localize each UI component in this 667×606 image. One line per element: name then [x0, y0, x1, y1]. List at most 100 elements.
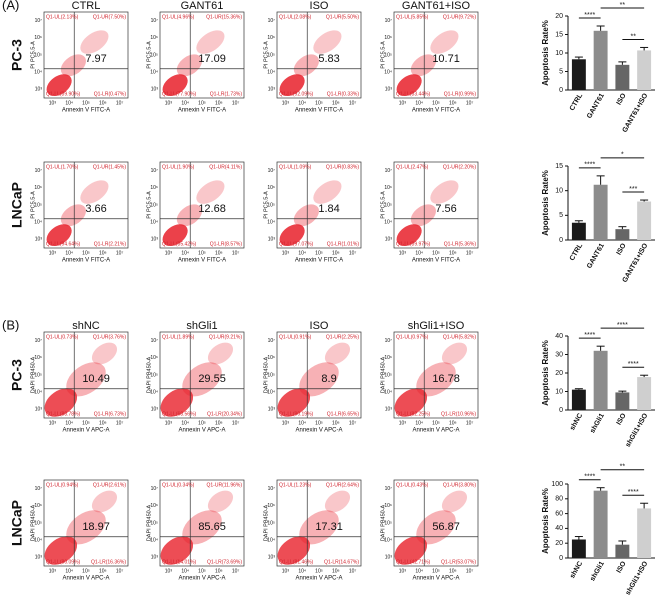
- cell-cloud: [396, 74, 422, 97]
- x-tick-label: 10⁷: [232, 100, 240, 106]
- y-tick-label: 10³: [35, 87, 43, 93]
- y-axis-label: PI PC5.5-A: [30, 191, 36, 219]
- y-tick-label: 10: [555, 188, 563, 195]
- quadrant-label: Q1-LL(94.64%): [46, 241, 81, 247]
- x-tick-label: 10³: [49, 250, 57, 256]
- x-tick-label: 10⁵: [315, 568, 323, 574]
- y-tick-label: 10⁵: [267, 520, 275, 526]
- quadrant-label: Q1-LR(20.34%): [207, 411, 242, 417]
- flow-plot: Q1-UL(0.91%) Q1-UR(2.25%) Q1-LL(90.19%) Q1-…: [263, 331, 362, 434]
- quadrant-label: Q1-LR(0.33%): [327, 91, 360, 97]
- x-tick-label: 10⁴: [415, 568, 423, 574]
- bar: [593, 490, 608, 558]
- x-axis-label: Annexin V FITC-A: [178, 258, 226, 264]
- x-tick-label: 10³: [165, 568, 173, 574]
- y-axis-label: DAPI PB450-A: [146, 504, 152, 541]
- quadrant-label: Q1-UR(15.36%): [206, 14, 242, 20]
- y-tick-label: 20: [555, 13, 563, 20]
- quadrant-label: Q1-UL(1.70%): [46, 164, 79, 170]
- y-axis-label: DAPI PB450-A: [380, 504, 386, 541]
- y-tick-label: 10⁷: [35, 486, 43, 492]
- y-tick-label: 10⁴: [384, 70, 392, 76]
- condition-label: ISO: [310, 320, 329, 332]
- y-tick-label: 10⁷: [151, 486, 159, 492]
- cell-cloud: [44, 388, 78, 417]
- y-tick-label: 40: [555, 525, 563, 532]
- x-tick-label: 10³: [399, 250, 407, 256]
- y-axis-label: PI PC5.5-A: [380, 191, 386, 219]
- row-label: LNCaP: [9, 500, 25, 546]
- x-tick-label: 10⁴: [181, 420, 189, 426]
- y-tick-label: 10³: [151, 407, 159, 413]
- quadrant-label: Q1-LR(0.99%): [444, 91, 477, 97]
- y-tick-label: 10⁴: [384, 220, 392, 226]
- x-tick-label: 10⁷: [349, 420, 357, 426]
- y-axis-label: DAPI PB450-A: [263, 356, 269, 393]
- quadrant-label: Q1-LR(14.67%): [324, 559, 359, 565]
- x-tick-label: 10⁷: [116, 568, 124, 574]
- y-tick-label: 10⁴: [384, 538, 392, 544]
- significance-label: ****: [628, 489, 639, 496]
- x-tick-label: GANT61: [586, 242, 606, 270]
- apoptosis-value: 18.97: [82, 521, 110, 533]
- y-tick-label: 10⁷: [385, 168, 393, 174]
- x-tick-label: 10⁷: [116, 250, 124, 256]
- y-tick-label: 10³: [151, 555, 159, 561]
- quadrant-label: Q1-UR(5.50%): [326, 14, 359, 20]
- x-tick-label: 10⁶: [99, 568, 107, 574]
- y-tick-label: 10⁵: [150, 372, 158, 378]
- cell-cloud: [299, 510, 339, 545]
- apoptosis-value: 85.65: [198, 521, 226, 533]
- y-axis-label: PI PC5.5-A: [146, 191, 152, 219]
- y-axis-label: DAPI PB450-A: [30, 504, 36, 541]
- bar: [615, 544, 630, 558]
- y-tick-label: 10⁷: [151, 338, 159, 344]
- y-tick-label: 10⁶: [267, 185, 275, 191]
- x-tick-label: shGli1: [589, 560, 606, 582]
- x-tick-label: 10⁶: [332, 250, 340, 256]
- y-axis-label: PI PC5.5-A: [380, 41, 386, 69]
- x-tick-label: 10⁶: [99, 420, 107, 426]
- x-tick-label: 10⁷: [349, 568, 357, 574]
- quadrant-label: Q1-LL(68.56%): [162, 411, 197, 417]
- bar: [571, 389, 586, 410]
- y-tick-label: 10⁵: [267, 202, 275, 208]
- bar: [615, 392, 630, 410]
- cell-cloud: [313, 180, 342, 204]
- x-tick-label: 10⁵: [315, 100, 323, 106]
- flow-plot: Q1-UL(0.94%) Q1-UR(2.61%) Q1-LL(80.09%) Q1-…: [30, 479, 129, 582]
- x-axis-label: Annexin V APC-A: [178, 576, 225, 582]
- flow-plot: Q1-UL(0.73%) Q1-UR(3.76%) Q1-LL(88.78%) Q1-…: [30, 331, 129, 434]
- y-tick-label: 5: [559, 68, 563, 75]
- y-tick-label: 10⁶: [150, 35, 158, 41]
- y-tick-label: 10⁵: [34, 372, 42, 378]
- x-axis-label: Annexin V APC-A: [412, 428, 459, 434]
- bar: [615, 64, 630, 90]
- flow-plot: Q1-UL(0.97%) Q1-UR(5.82%) Q1-LL(82.25%) Q1-…: [380, 331, 479, 434]
- y-tick-label: 10⁵: [384, 372, 392, 378]
- x-tick-label: 10⁶: [99, 250, 107, 256]
- y-axis-label: PI PC5.5-A: [30, 41, 36, 69]
- quadrant-label: Q1-UL(1.09%): [279, 164, 312, 170]
- x-axis-label: Annexin V APC-A: [178, 428, 225, 434]
- cell-cloud: [66, 362, 106, 397]
- x-tick-label: 10³: [399, 100, 407, 106]
- x-tick-label: 10⁵: [198, 568, 206, 574]
- x-tick-label: shNC: [569, 412, 584, 431]
- x-tick-label: 10⁴: [298, 420, 306, 426]
- y-tick-label: 60: [555, 510, 563, 517]
- y-tick-label: 10⁶: [150, 355, 158, 361]
- quadrant-label: Q1-LR(6.73%): [94, 411, 127, 417]
- quadrant-label: Q1-UR(9.21%): [209, 334, 242, 340]
- x-tick-label: 10⁶: [215, 250, 223, 256]
- y-tick-label: 10⁷: [268, 18, 276, 24]
- x-axis-label: Annexin V APC-A: [412, 576, 459, 582]
- condition-label: shGli1: [186, 320, 217, 332]
- x-tick-label: ISO: [616, 412, 628, 426]
- x-axis-label: Annexin V APC-A: [295, 576, 342, 582]
- x-tick-label: 10⁷: [466, 100, 474, 106]
- x-axis-label: Annexin V FITC-A: [295, 258, 343, 264]
- x-tick-label: 10³: [49, 420, 57, 426]
- x-tick-label: 10⁷: [232, 568, 240, 574]
